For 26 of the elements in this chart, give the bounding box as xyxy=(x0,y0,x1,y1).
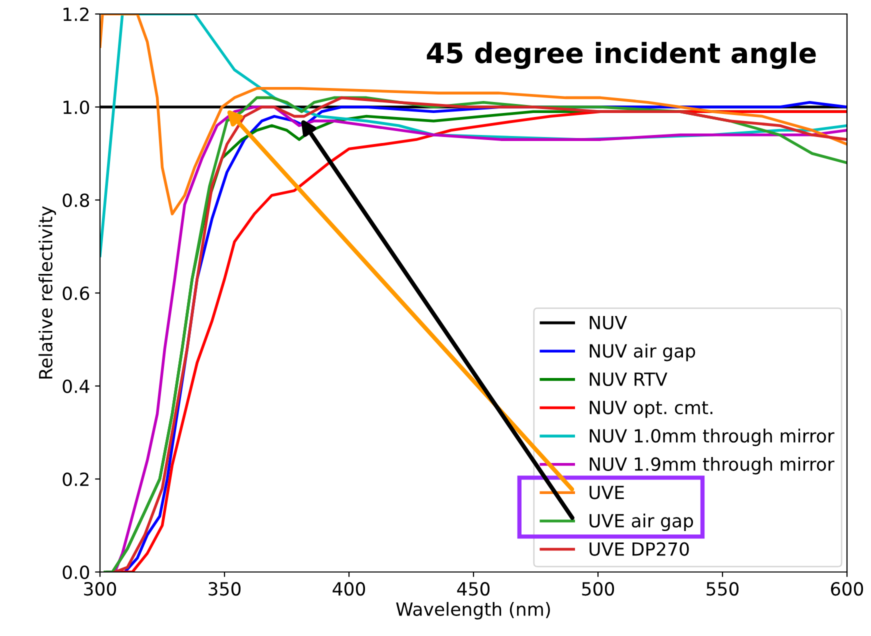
y-tick-label: 0.6 xyxy=(62,286,90,300)
y-tick-label: 0.0 xyxy=(62,565,90,580)
legend-label: UVE DP270 xyxy=(590,542,689,556)
x-tick-label: 500 xyxy=(582,582,614,596)
x-tick-label: 550 xyxy=(706,582,739,596)
x-tick-label: 600 xyxy=(831,582,864,596)
y-tick-label: 0.8 xyxy=(62,193,90,208)
legend-label: UVE xyxy=(590,486,624,500)
x-tick-label: 450 xyxy=(457,582,490,596)
x-tick-label: 350 xyxy=(208,582,241,596)
y-tick-label: 1.2 xyxy=(64,7,88,21)
legend-label: NUV opt. cmt. xyxy=(590,400,712,418)
legend-label: NUV RTV xyxy=(590,372,668,386)
y-tick-label: 1.0 xyxy=(64,100,90,114)
legend-label: UVE air gap xyxy=(590,514,694,532)
y-axis-title: Relative reflectivity xyxy=(38,206,56,379)
legend-label: NUV 1.0mm through mirror xyxy=(590,428,834,446)
legend-label: NUV air gap xyxy=(590,344,696,362)
legend-label: NUV xyxy=(590,316,627,330)
x-axis-title: Wavelength (nm) xyxy=(396,602,550,620)
x-tick-label: 300 xyxy=(84,582,116,596)
x-tick-label: 400 xyxy=(332,582,366,596)
text: 45 degree incident angle xyxy=(426,42,816,69)
legend-label: NUV 1.9mm through mirror xyxy=(590,456,834,474)
y-tick-label: 0.4 xyxy=(62,379,90,394)
y-tick-label: 0.2 xyxy=(62,472,88,486)
